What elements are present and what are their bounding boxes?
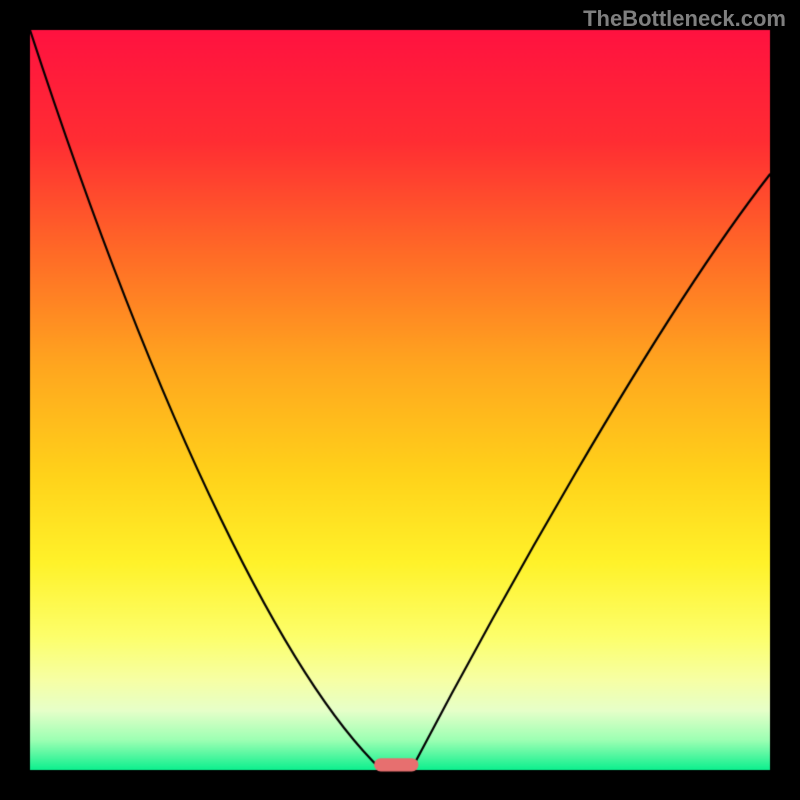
bottleneck-chart-canvas xyxy=(0,0,800,800)
chart-container: TheBottleneck.com xyxy=(0,0,800,800)
watermark-text: TheBottleneck.com xyxy=(583,6,786,32)
